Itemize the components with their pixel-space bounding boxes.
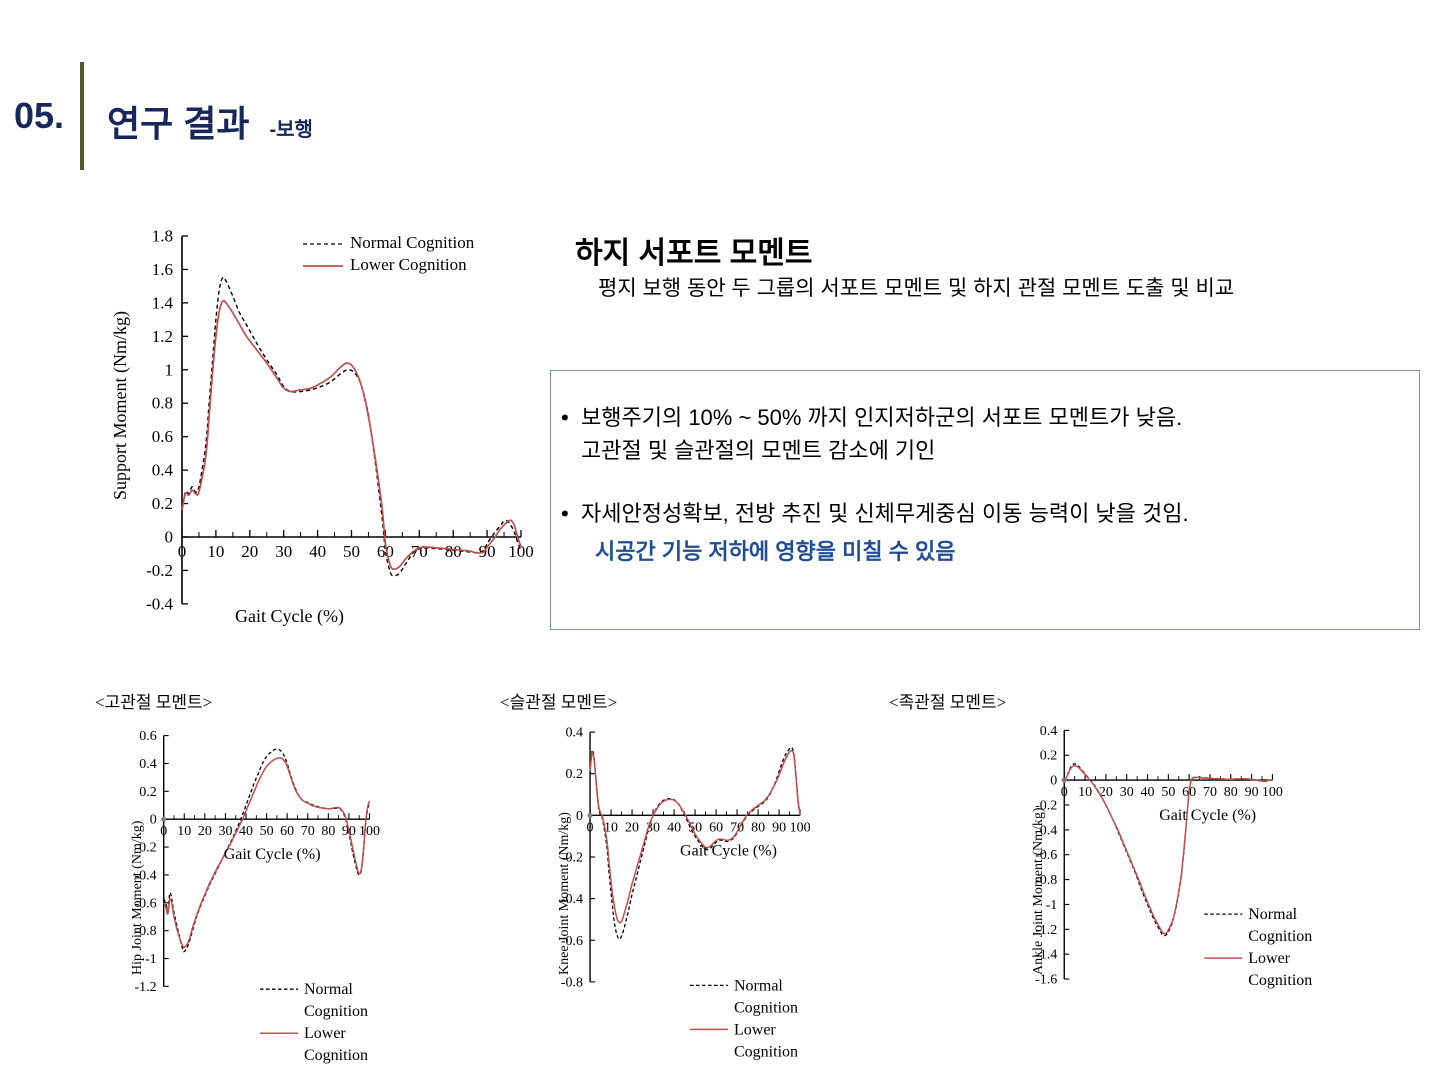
svg-text:0.4: 0.4 — [152, 461, 174, 480]
svg-text:90: 90 — [1245, 785, 1259, 800]
svg-text:Normal: Normal — [1248, 906, 1297, 923]
svg-text:80: 80 — [1224, 785, 1238, 800]
svg-text:Cognition: Cognition — [734, 999, 798, 1016]
svg-text:60: 60 — [280, 824, 294, 839]
svg-text:Cognition: Cognition — [1248, 928, 1312, 945]
svg-text:20: 20 — [241, 542, 258, 561]
svg-text:Normal: Normal — [304, 981, 353, 998]
svg-text:10: 10 — [207, 542, 224, 561]
svg-text:0.2: 0.2 — [1040, 749, 1058, 764]
svg-text:0: 0 — [150, 813, 157, 828]
svg-text:-0.2: -0.2 — [146, 561, 173, 580]
svg-text:40: 40 — [1141, 785, 1155, 800]
svg-text:0.4: 0.4 — [566, 726, 584, 741]
svg-text:Lower Cognition: Lower Cognition — [350, 255, 467, 274]
svg-text:Gait Cycle (%): Gait Cycle (%) — [680, 842, 777, 859]
svg-text:0.8: 0.8 — [152, 394, 173, 413]
svg-text:40: 40 — [667, 820, 681, 835]
svg-text:Lower: Lower — [1248, 950, 1290, 967]
svg-text:1.8: 1.8 — [152, 228, 173, 246]
svg-text:70: 70 — [1203, 785, 1217, 800]
svg-text:10: 10 — [1078, 785, 1092, 800]
svg-text:0.4: 0.4 — [1040, 724, 1058, 739]
svg-text:-1: -1 — [1046, 898, 1058, 913]
svg-text:0: 0 — [587, 820, 594, 835]
svg-text:70: 70 — [301, 824, 315, 839]
svg-text:Cognition: Cognition — [304, 1047, 368, 1064]
svg-text:0: 0 — [1050, 774, 1057, 789]
svg-text:100: 100 — [1262, 785, 1283, 800]
svg-text:30: 30 — [218, 824, 232, 839]
svg-text:-1.2: -1.2 — [135, 980, 157, 995]
svg-text:0.2: 0.2 — [139, 785, 157, 800]
svg-text:30: 30 — [275, 542, 292, 561]
svg-text:1.4: 1.4 — [152, 293, 174, 312]
svg-text:50: 50 — [260, 824, 274, 839]
svg-text:50: 50 — [1161, 785, 1175, 800]
svg-text:Gait Cycle (%): Gait Cycle (%) — [1159, 807, 1256, 824]
svg-text:40: 40 — [239, 824, 253, 839]
svg-text:0: 0 — [165, 528, 174, 547]
svg-text:0.2: 0.2 — [566, 767, 584, 782]
svg-text:80: 80 — [751, 820, 765, 835]
svg-text:20: 20 — [1099, 785, 1113, 800]
svg-text:1: 1 — [165, 360, 174, 379]
svg-text:-0.4: -0.4 — [146, 594, 173, 613]
svg-text:1.2: 1.2 — [152, 327, 173, 346]
svg-text:40: 40 — [309, 542, 326, 561]
svg-text:Cognition: Cognition — [734, 1043, 798, 1060]
svg-text:50: 50 — [343, 542, 360, 561]
svg-text:-1: -1 — [145, 952, 157, 967]
svg-text:80: 80 — [445, 542, 462, 561]
svg-text:0.4: 0.4 — [139, 757, 157, 772]
svg-text:0.2: 0.2 — [152, 494, 173, 513]
svg-text:Gait Cycle (%): Gait Cycle (%) — [224, 846, 321, 863]
svg-text:Lower: Lower — [304, 1025, 346, 1042]
svg-text:80: 80 — [321, 824, 335, 839]
svg-text:Cognition: Cognition — [304, 1003, 368, 1020]
svg-text:20: 20 — [625, 820, 639, 835]
svg-text:100: 100 — [790, 820, 810, 835]
svg-text:90: 90 — [772, 820, 786, 835]
svg-text:0.6: 0.6 — [152, 427, 173, 446]
svg-text:0: 0 — [178, 542, 187, 561]
svg-text:0: 0 — [1061, 785, 1068, 800]
svg-text:Cognition: Cognition — [1248, 972, 1312, 989]
svg-text:Lower: Lower — [734, 1021, 776, 1038]
svg-text:1.6: 1.6 — [152, 260, 173, 279]
svg-text:60: 60 — [709, 820, 723, 835]
svg-text:10: 10 — [177, 824, 191, 839]
svg-text:0: 0 — [160, 824, 167, 839]
svg-text:0: 0 — [576, 809, 583, 824]
svg-text:20: 20 — [198, 824, 212, 839]
svg-text:100: 100 — [359, 824, 380, 839]
svg-text:Gait Cycle (%): Gait Cycle (%) — [235, 606, 344, 627]
svg-text:Normal Cognition: Normal Cognition — [350, 233, 475, 252]
svg-text:30: 30 — [1120, 785, 1134, 800]
svg-text:Normal: Normal — [734, 977, 783, 994]
svg-text:-0.8: -0.8 — [561, 975, 583, 990]
svg-text:0.6: 0.6 — [139, 729, 157, 744]
